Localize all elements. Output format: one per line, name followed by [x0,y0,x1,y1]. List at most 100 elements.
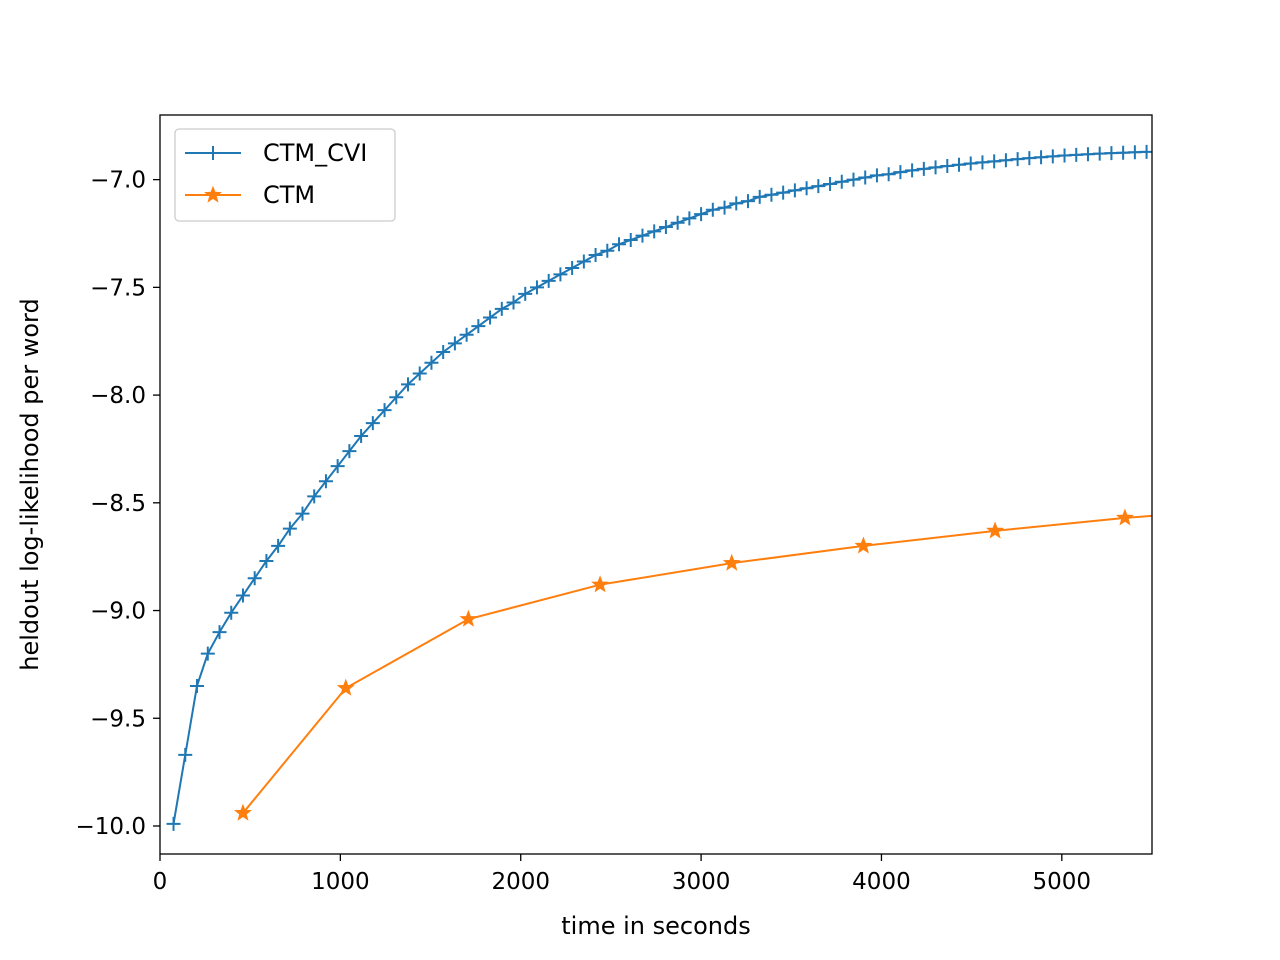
plot-area-frame [159,114,1153,855]
data-point [459,327,474,342]
data-point [318,474,333,489]
legend-marker [206,146,220,160]
y-tick-label: −8.5 [90,491,146,517]
series-line-ctm_cvi [172,150,1147,825]
legend-label: CTM_CVI [263,139,367,167]
axes-layer: 0 1000 2000 3000 4000 5000 −10.0 −9.5 −9.0 −8.5 −8… [76,168,1092,895]
data-point [424,355,439,370]
data-point [295,506,310,521]
data-point [647,224,662,239]
data-point [412,366,427,381]
data-point [846,172,861,187]
data-point [682,211,697,226]
data-point [459,609,478,627]
data-point [1080,147,1095,162]
y-tick-label: −9.5 [90,706,146,732]
data-point [799,181,814,196]
data-point [1104,146,1119,161]
data-point [823,176,838,191]
data-point [234,803,252,821]
data-point [330,459,345,474]
data-point [881,167,896,182]
y-tick-label: −7.5 [90,275,146,301]
data-point [834,174,849,189]
data-point [224,605,239,620]
data-point [259,553,274,568]
data-point [905,163,920,178]
x-axis-label: time in seconds [561,912,750,940]
legend-label: CTM [263,181,315,209]
data-point [529,280,544,295]
x-tick-label: 3000 [672,869,731,895]
data-point [518,286,533,301]
data-point [178,747,193,762]
data-point [1022,151,1037,166]
data-point [471,319,486,334]
data-point [940,159,955,174]
data-point [986,521,1005,539]
data-point [858,170,873,185]
data-point [717,200,732,215]
data-point [282,521,297,536]
series-layer [166,144,1152,831]
data-point [1057,148,1072,163]
x-tick-label: 0 [153,869,168,895]
data-point [776,185,791,200]
data-point [916,161,931,176]
data-point [436,344,451,359]
data-point [342,444,357,459]
x-tick-label: 4000 [852,869,911,895]
data-point [811,179,826,194]
data-point [447,336,462,351]
data-point [588,248,603,263]
data-point [612,237,627,252]
data-point [670,215,685,230]
data-point [365,416,380,431]
data-point [658,220,673,235]
data-point [854,536,873,554]
y-tick-label: −9.0 [90,599,146,625]
y-tick-label: −7.0 [90,168,146,194]
data-point [740,194,755,209]
data-point [247,571,262,586]
data-point [623,232,638,247]
data-point [952,157,967,172]
data-point [565,260,580,275]
data-point [166,816,181,831]
data-point [729,196,744,211]
data-point [764,187,779,202]
data-point [483,310,498,325]
data-point [271,538,286,553]
data-point [869,168,884,183]
data-point [336,678,355,696]
data-point [694,207,709,222]
data-point [200,646,215,661]
data-point [787,183,802,198]
data-point [354,429,369,444]
x-tick-label: 2000 [491,869,550,895]
data-point [1139,144,1152,159]
data-point [600,243,615,258]
data-point [635,228,650,243]
data-point [377,403,392,418]
data-point [591,575,610,593]
data-point [506,295,521,310]
x-tick-label: 5000 [1033,869,1092,895]
data-point [576,254,591,269]
data-point [1127,145,1142,160]
data-point [541,273,556,288]
data-point [893,165,908,180]
data-point [722,553,741,571]
data-point [705,202,720,217]
legend-marker [204,185,222,203]
data-point [1034,150,1049,165]
data-point [235,588,250,603]
data-point [975,155,990,170]
legend: CTM_CVI CTM [174,128,396,222]
data-point [494,301,509,316]
data-point [401,377,415,392]
data-point [1092,146,1107,161]
data-point [963,156,978,171]
data-point [307,489,322,504]
y-axis-label: heldout log-likelihood per word [16,298,44,670]
